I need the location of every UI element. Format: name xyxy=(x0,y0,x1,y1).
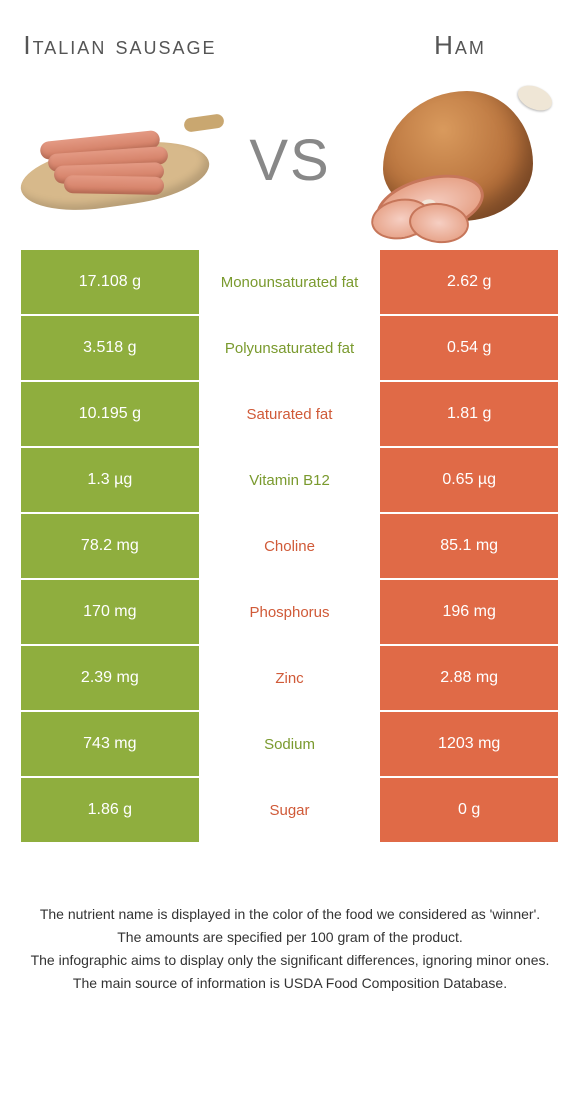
right-value-cell: 2.62 g xyxy=(380,250,560,316)
table-row: 10.195 gSaturated fat1.81 g xyxy=(21,382,560,448)
left-value-cell: 1.86 g xyxy=(21,778,201,844)
hero-row: VS xyxy=(0,80,580,250)
table-row: 1.3 µgVitamin B120.65 µg xyxy=(21,448,560,514)
nutrient-label-cell: Sugar xyxy=(201,778,381,844)
table-row: 2.39 mgZinc2.88 mg xyxy=(21,646,560,712)
comparison-table: 17.108 gMonounsaturated fat2.62 g3.518 g… xyxy=(20,250,560,844)
table-row: 3.518 gPolyunsaturated fat0.54 g xyxy=(21,316,560,382)
footer-line: The infographic aims to display only the… xyxy=(24,950,556,971)
right-value-cell: 196 mg xyxy=(380,580,560,646)
right-value-cell: 0.65 µg xyxy=(380,448,560,514)
sausage-image xyxy=(10,90,230,230)
table-row: 743 mgSodium1203 mg xyxy=(21,712,560,778)
left-value-cell: 743 mg xyxy=(21,712,201,778)
left-value-cell: 3.518 g xyxy=(21,316,201,382)
right-value-cell: 1203 mg xyxy=(380,712,560,778)
ham-image xyxy=(350,90,570,230)
left-value-cell: 17.108 g xyxy=(21,250,201,316)
nutrient-label-cell: Phosphorus xyxy=(201,580,381,646)
right-value-cell: 85.1 mg xyxy=(380,514,560,580)
header: Italian sausage Ham xyxy=(0,0,580,80)
right-value-cell: 2.88 mg xyxy=(380,646,560,712)
left-value-cell: 78.2 mg xyxy=(21,514,201,580)
footer-line: The amounts are specified per 100 gram o… xyxy=(24,927,556,948)
nutrient-label-cell: Saturated fat xyxy=(201,382,381,448)
left-value-cell: 1.3 µg xyxy=(21,448,201,514)
left-value-cell: 2.39 mg xyxy=(21,646,201,712)
table-row: 17.108 gMonounsaturated fat2.62 g xyxy=(21,250,560,316)
nutrient-label-cell: Polyunsaturated fat xyxy=(201,316,381,382)
right-food-title: Ham xyxy=(360,31,560,60)
nutrient-label-cell: Vitamin B12 xyxy=(201,448,381,514)
right-value-cell: 1.81 g xyxy=(380,382,560,448)
table-row: 78.2 mgCholine85.1 mg xyxy=(21,514,560,580)
vs-label: VS xyxy=(249,127,330,194)
table-row: 170 mgPhosphorus196 mg xyxy=(21,580,560,646)
footer-line: The main source of information is USDA F… xyxy=(24,973,556,994)
footer-notes: The nutrient name is displayed in the co… xyxy=(0,844,580,994)
left-food-title: Italian sausage xyxy=(20,31,220,60)
right-value-cell: 0.54 g xyxy=(380,316,560,382)
nutrient-label-cell: Monounsaturated fat xyxy=(201,250,381,316)
nutrient-label-cell: Zinc xyxy=(201,646,381,712)
nutrient-label-cell: Choline xyxy=(201,514,381,580)
footer-line: The nutrient name is displayed in the co… xyxy=(24,904,556,925)
left-value-cell: 170 mg xyxy=(21,580,201,646)
right-value-cell: 0 g xyxy=(380,778,560,844)
left-value-cell: 10.195 g xyxy=(21,382,201,448)
nutrient-label-cell: Sodium xyxy=(201,712,381,778)
table-row: 1.86 gSugar0 g xyxy=(21,778,560,844)
